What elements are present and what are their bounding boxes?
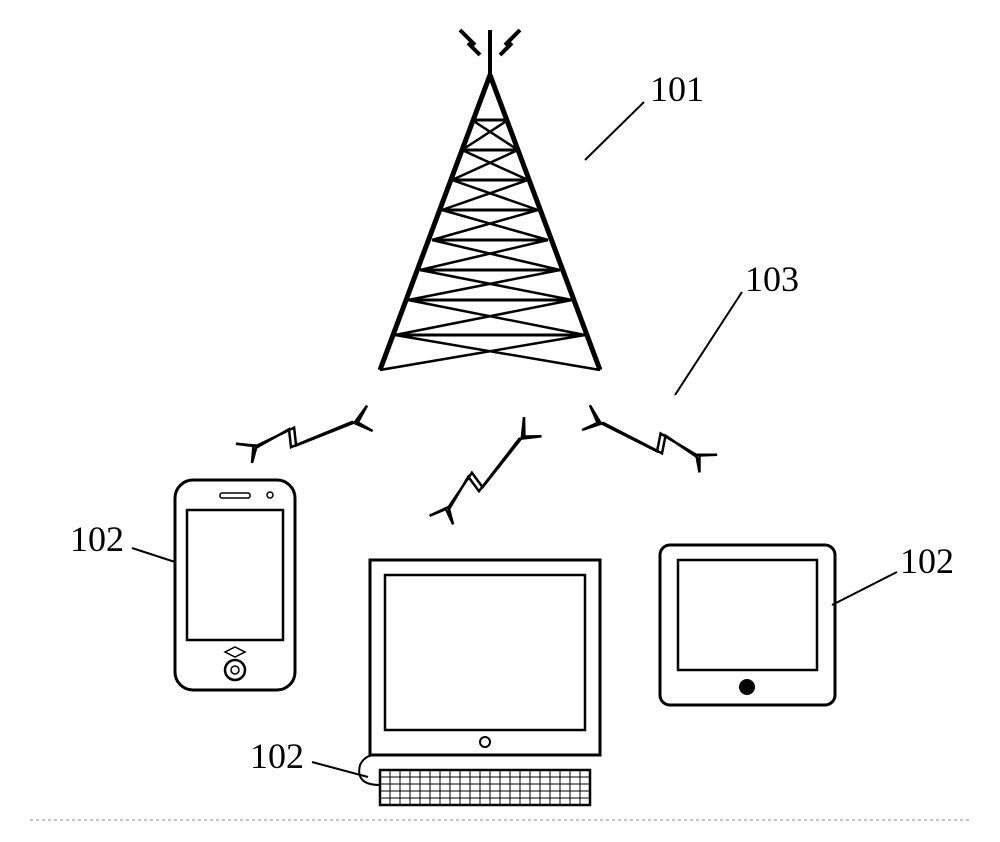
tower-icon [380,30,600,370]
tablet-icon [660,545,835,705]
leader-line-102-phone [132,548,175,562]
label-102-tablet: 102 [900,540,954,582]
phone-icon [175,480,295,690]
label-102-computer: 102 [250,735,304,777]
signal-icon-center [430,398,546,542]
label-103: 103 [745,258,799,300]
label-102-phone: 102 [70,518,124,560]
leader-line-102-tablet [832,572,897,605]
label-101: 101 [650,68,704,110]
signal-icon-right [574,366,718,510]
computer-icon [359,560,600,805]
diagram-svg [0,0,1000,837]
leader-line-103 [675,292,742,395]
network-diagram: 101 103 102 102 102 [0,0,1000,837]
leader-line-101 [585,102,644,160]
